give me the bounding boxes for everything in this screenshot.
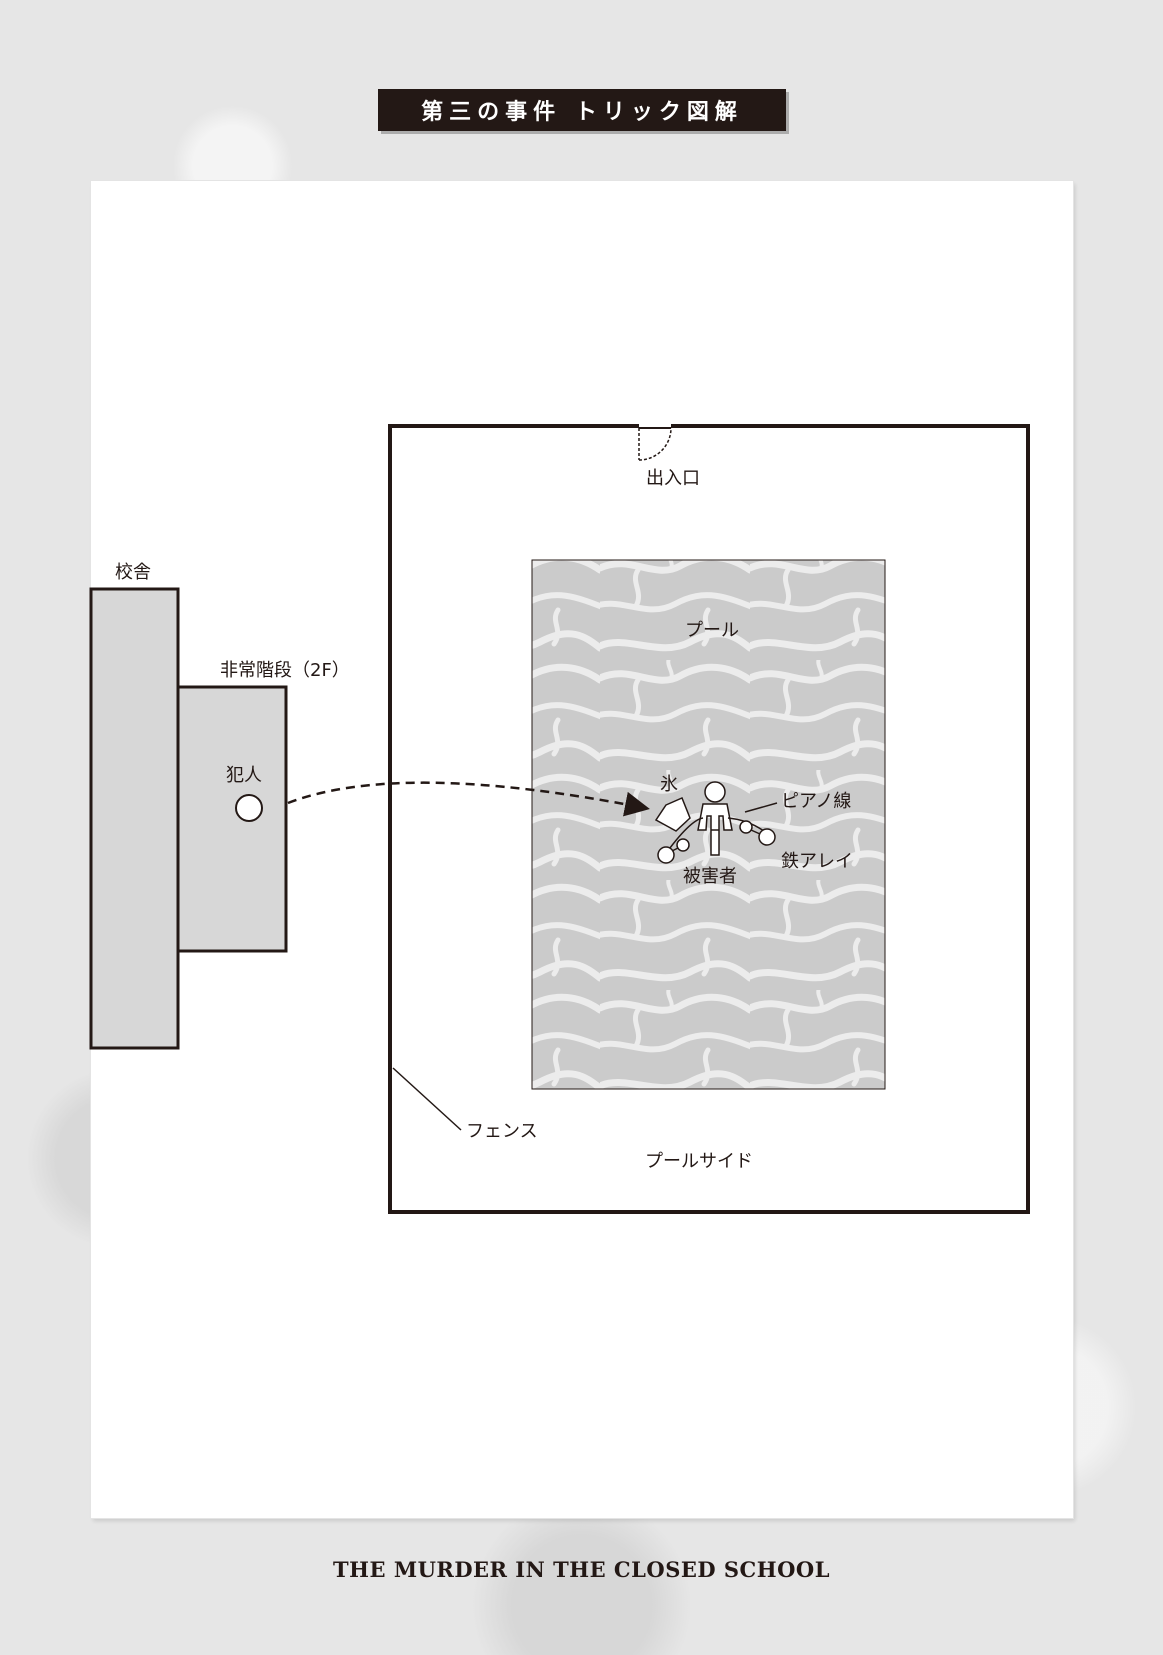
school-building [89,587,180,1050]
ice-label: 氷 [660,774,678,795]
culprit-label: 犯人 [226,765,262,786]
page-title: 第三の事件 トリック図解 [378,89,786,131]
footer-text: THE MURDER IN THE CLOSED SCHOOL [333,1557,830,1582]
fence-enclosure [388,424,1030,1214]
pool [531,559,886,1090]
entrance-door [638,424,672,461]
fence-label: フェンス [466,1121,538,1142]
fence-callout-line [392,1067,462,1131]
emergency-stairs [176,685,288,953]
ice-block [654,797,691,832]
culprit-marker [235,794,263,822]
dumbbell [657,820,776,864]
victim-figure [697,781,733,856]
school-building-label: 校舎 [115,562,151,583]
entrance-label: 出入口 [646,468,700,489]
pool-label: プール [685,620,739,641]
poolside-label: プールサイド [645,1151,753,1172]
dumbbell-label: 鉄アレイ [781,851,853,872]
emergency-stairs-label: 非常階段（2F） [220,660,350,681]
victim-label: 被害者 [683,866,737,887]
trajectory-arrow [287,781,650,817]
piano-wire-label: ピアノ線 [781,791,851,812]
